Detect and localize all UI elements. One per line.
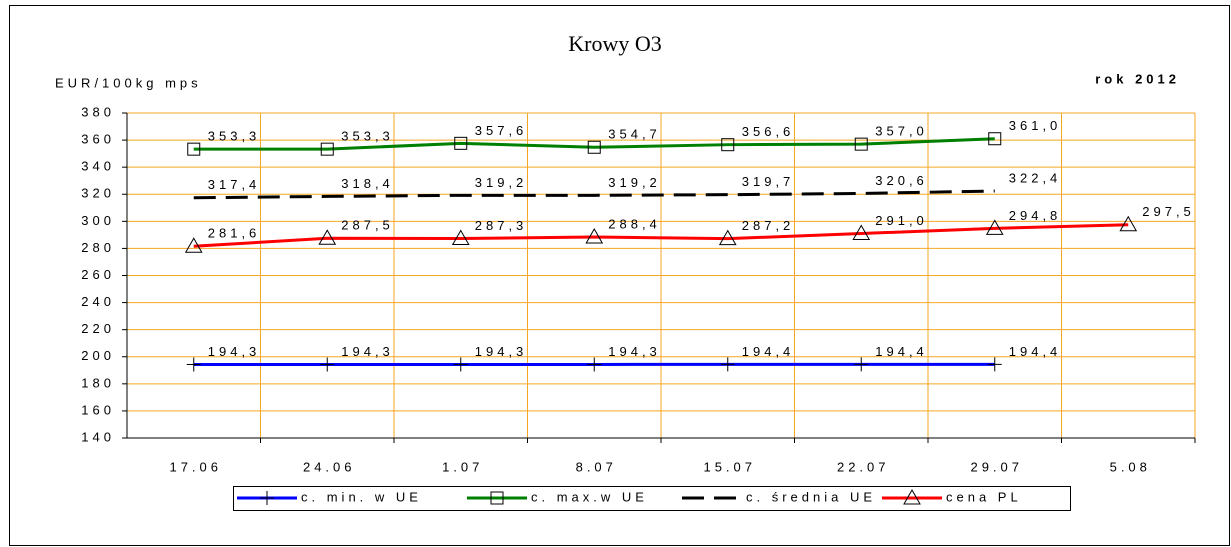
data-label: 291,0	[875, 213, 928, 228]
y-axis-label: EUR/100kg mps	[55, 75, 202, 90]
data-label: 287,2	[742, 218, 795, 233]
data-label: 320,6	[875, 173, 928, 188]
series-line	[193, 189, 995, 200]
data-point	[318, 229, 337, 245]
data-label: 353,3	[208, 129, 261, 144]
data-point	[184, 237, 203, 253]
data-point	[985, 219, 1004, 235]
y-tick-label: 360	[81, 132, 115, 147]
data-point	[186, 357, 201, 372]
series-line	[193, 137, 995, 151]
data-point	[1119, 215, 1138, 232]
y-tick-label: 180	[81, 375, 115, 390]
data-label: 353,3	[341, 129, 394, 144]
data-label: 297,5	[1142, 204, 1195, 219]
data-point	[852, 224, 871, 241]
y-tick-label: 200	[81, 348, 115, 363]
data-point	[987, 357, 1002, 372]
y-tick-label: 380	[81, 104, 115, 119]
y-tick-label: 340	[81, 159, 115, 174]
x-tick-label: 5.08	[1110, 459, 1151, 474]
data-point	[587, 140, 601, 154]
legend-label: cena PL	[946, 489, 1022, 504]
data-label: 317,4	[208, 177, 261, 192]
legend-marker	[903, 488, 921, 505]
data-point	[721, 138, 735, 152]
y-tick-label: 140	[81, 429, 115, 444]
x-tick-label: 1.07	[442, 459, 483, 474]
y-tick-label: 220	[81, 321, 115, 336]
data-point	[854, 357, 869, 372]
frame	[9, 5, 1230, 546]
chart-title: Krowy O3	[568, 31, 662, 56]
data-label: 194,4	[1009, 344, 1062, 359]
y-tick-label: 160	[81, 402, 115, 417]
data-label: 294,8	[1009, 208, 1062, 223]
data-label: 194,3	[475, 344, 528, 359]
data-point	[587, 357, 602, 372]
y-tick-label: 320	[81, 186, 115, 201]
series-line	[193, 223, 1129, 248]
data-label: 322,4	[1009, 170, 1062, 185]
x-tick-label: 22.07	[837, 459, 890, 474]
data-point	[854, 137, 868, 151]
data-label: 319,2	[475, 175, 528, 190]
x-tick-label: 15.07	[703, 459, 756, 474]
data-point	[453, 357, 468, 372]
x-tick-label: 24.06	[303, 459, 356, 474]
data-label: 288,4	[608, 216, 661, 231]
data-label: 287,3	[475, 218, 528, 233]
data-point	[720, 357, 735, 372]
legend-marker	[260, 491, 274, 505]
x-tick-label: 8.07	[576, 459, 617, 474]
data-label: 194,4	[875, 344, 928, 359]
data-label: 194,4	[742, 344, 795, 359]
legend-label: c. średnia UE	[746, 489, 876, 504]
data-label: 194,3	[341, 344, 394, 359]
legend-label: c. max.w UE	[531, 489, 648, 504]
annotation: rok 2012	[1095, 71, 1180, 86]
data-label: 356,6	[742, 124, 795, 139]
y-tick-label: 300	[81, 213, 115, 228]
data-point	[451, 229, 470, 246]
data-point	[585, 228, 604, 244]
data-point	[320, 357, 335, 372]
x-tick-label: 29.07	[970, 459, 1023, 474]
legend-marker	[490, 491, 504, 505]
data-point	[187, 142, 201, 156]
data-label: 357,6	[475, 123, 528, 138]
data-point	[718, 229, 737, 246]
data-point	[988, 132, 1002, 146]
data-label: 281,6	[208, 226, 261, 241]
x-tick-label: 17.06	[169, 459, 222, 474]
data-point	[454, 136, 468, 150]
data-label: 194,3	[208, 344, 261, 359]
data-label: 287,5	[341, 218, 394, 233]
data-point	[320, 142, 334, 156]
data-label: 194,3	[608, 344, 661, 359]
y-tick-label: 260	[81, 267, 115, 282]
y-tick-label: 280	[81, 240, 115, 255]
data-label: 318,4	[341, 176, 394, 191]
legend-label: c. min. w UE	[301, 489, 422, 504]
y-tick-label: 240	[81, 294, 115, 309]
data-label: 354,7	[608, 127, 661, 142]
data-label: 319,2	[608, 175, 661, 190]
data-label: 361,0	[1009, 118, 1062, 133]
data-label: 357,0	[875, 124, 928, 139]
data-label: 319,7	[742, 174, 795, 189]
